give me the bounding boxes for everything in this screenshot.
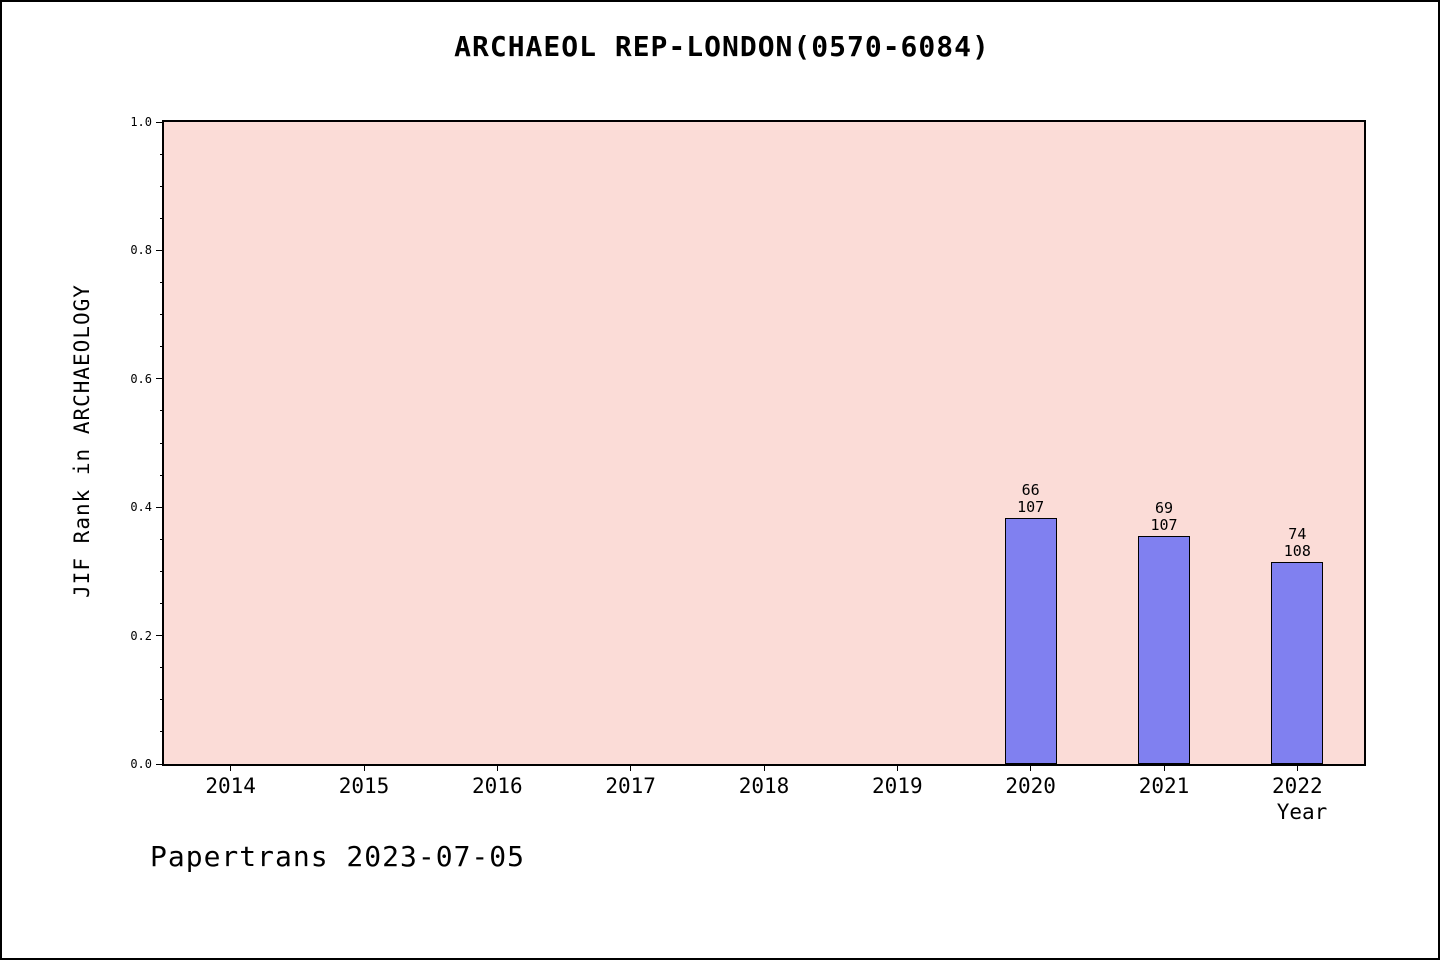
y-tick-label: 0.4 xyxy=(130,500,152,515)
x-tick-label-2018: 2018 xyxy=(738,774,790,798)
y-minor-tick xyxy=(160,538,164,540)
x-tick-label-2016: 2016 xyxy=(472,774,523,798)
x-major-tick xyxy=(1163,764,1165,771)
bar-label-2021: 69 107 xyxy=(1104,500,1224,534)
y-major-tick xyxy=(156,249,164,251)
y-minor-tick xyxy=(160,217,164,219)
bar-label-2020: 66 107 xyxy=(971,482,1091,516)
y-tick-label: 1.0 xyxy=(130,115,152,129)
bar-2020 xyxy=(1004,518,1057,764)
y-major-tick xyxy=(156,121,164,123)
bar-label-line: 107 xyxy=(1017,498,1045,517)
y-tick-label: 0.0 xyxy=(130,757,152,771)
plot-area: 0.0 0.2 0.4 0.6 0.8 1.0 2014 2015 2016 2017 2018 20… xyxy=(130,115,1366,798)
bar-label-line: 108 xyxy=(1283,541,1311,560)
x-tick-label-2021: 2021 xyxy=(1138,774,1190,798)
chart-title: ARCHAEOL REP-LONDON(0570-6084) xyxy=(454,30,990,63)
x-major-tick xyxy=(230,764,232,771)
bar-label-line: 107 xyxy=(1150,516,1178,535)
x-tick-label-2020: 2020 xyxy=(1005,774,1056,798)
x-tick-label-2017: 2017 xyxy=(605,774,656,798)
y-minor-tick xyxy=(160,699,164,701)
x-major-tick xyxy=(763,764,765,771)
y-minor-tick xyxy=(160,282,164,283)
y-minor-tick xyxy=(160,603,164,604)
y-tick-label: 0.8 xyxy=(130,243,152,258)
x-major-tick xyxy=(1296,764,1298,771)
x-major-tick xyxy=(363,764,365,771)
bar-2021 xyxy=(1138,536,1190,764)
y-tick-label: 0.2 xyxy=(130,628,152,643)
y-major-tick xyxy=(156,506,164,508)
y-minor-tick xyxy=(160,570,164,572)
x-major-tick xyxy=(896,764,898,771)
x-tick-label-2022: 2022 xyxy=(1272,774,1323,798)
x-major-tick xyxy=(630,764,632,771)
bar-label-line: 74 xyxy=(1288,524,1307,543)
x-axis-label: Year xyxy=(1276,800,1328,824)
y-minor-tick xyxy=(160,442,164,444)
x-tick-label-2015: 2015 xyxy=(338,774,390,798)
x-tick-label-2019: 2019 xyxy=(872,774,923,798)
x-major-tick xyxy=(1030,764,1032,771)
y-tick-label: 0.6 xyxy=(130,371,152,386)
y-minor-tick xyxy=(160,185,164,187)
y-major-tick xyxy=(156,763,164,765)
bar-label-2022: 74 108 xyxy=(1237,524,1357,560)
bar-2022 xyxy=(1271,561,1324,764)
y-major-tick xyxy=(156,378,164,380)
y-minor-tick xyxy=(160,314,164,316)
x-tick-label-2014: 2014 xyxy=(205,774,256,798)
bar-label-line: 69 xyxy=(1154,499,1174,518)
x-major-tick xyxy=(496,764,498,771)
y-minor-tick xyxy=(160,346,164,348)
y-minor-tick xyxy=(160,153,164,155)
y-axis-label: JIF Rank in ARCHAEOLOGY xyxy=(70,284,94,598)
y-minor-tick xyxy=(160,474,164,476)
bar-label-line: 66 xyxy=(1021,481,1040,500)
y-minor-tick xyxy=(160,667,164,669)
y-major-tick xyxy=(156,635,164,637)
footer-text: Papertrans 2023-07-05 xyxy=(150,840,526,873)
y-minor-tick xyxy=(160,410,164,412)
y-minor-tick xyxy=(160,731,164,733)
